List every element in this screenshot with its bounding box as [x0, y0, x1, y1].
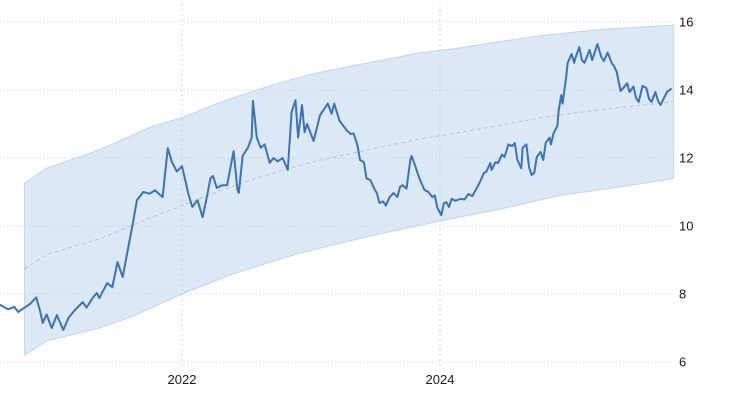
x-tick-label: 2022	[168, 372, 197, 387]
price-line	[0, 43, 672, 331]
y-tick-label: 14	[679, 83, 693, 98]
trend-dashed-line	[24, 101, 674, 270]
gridlines	[0, 4, 672, 368]
x-tick-label: 2024	[426, 372, 455, 387]
y-tick-label: 6	[679, 355, 686, 370]
y-axis-labels: 16 14 12 10 8 6	[679, 15, 693, 370]
y-tick-label: 12	[679, 151, 693, 166]
y-tick-label: 8	[679, 287, 686, 302]
y-tick-label: 16	[679, 15, 693, 30]
x-axis-labels: 2022 2024	[168, 372, 455, 387]
confidence-band-area	[24, 24, 674, 357]
confidence-band	[24, 24, 674, 357]
trend-line	[24, 101, 674, 270]
y-tick-label: 10	[679, 219, 693, 234]
price-series	[0, 43, 672, 331]
